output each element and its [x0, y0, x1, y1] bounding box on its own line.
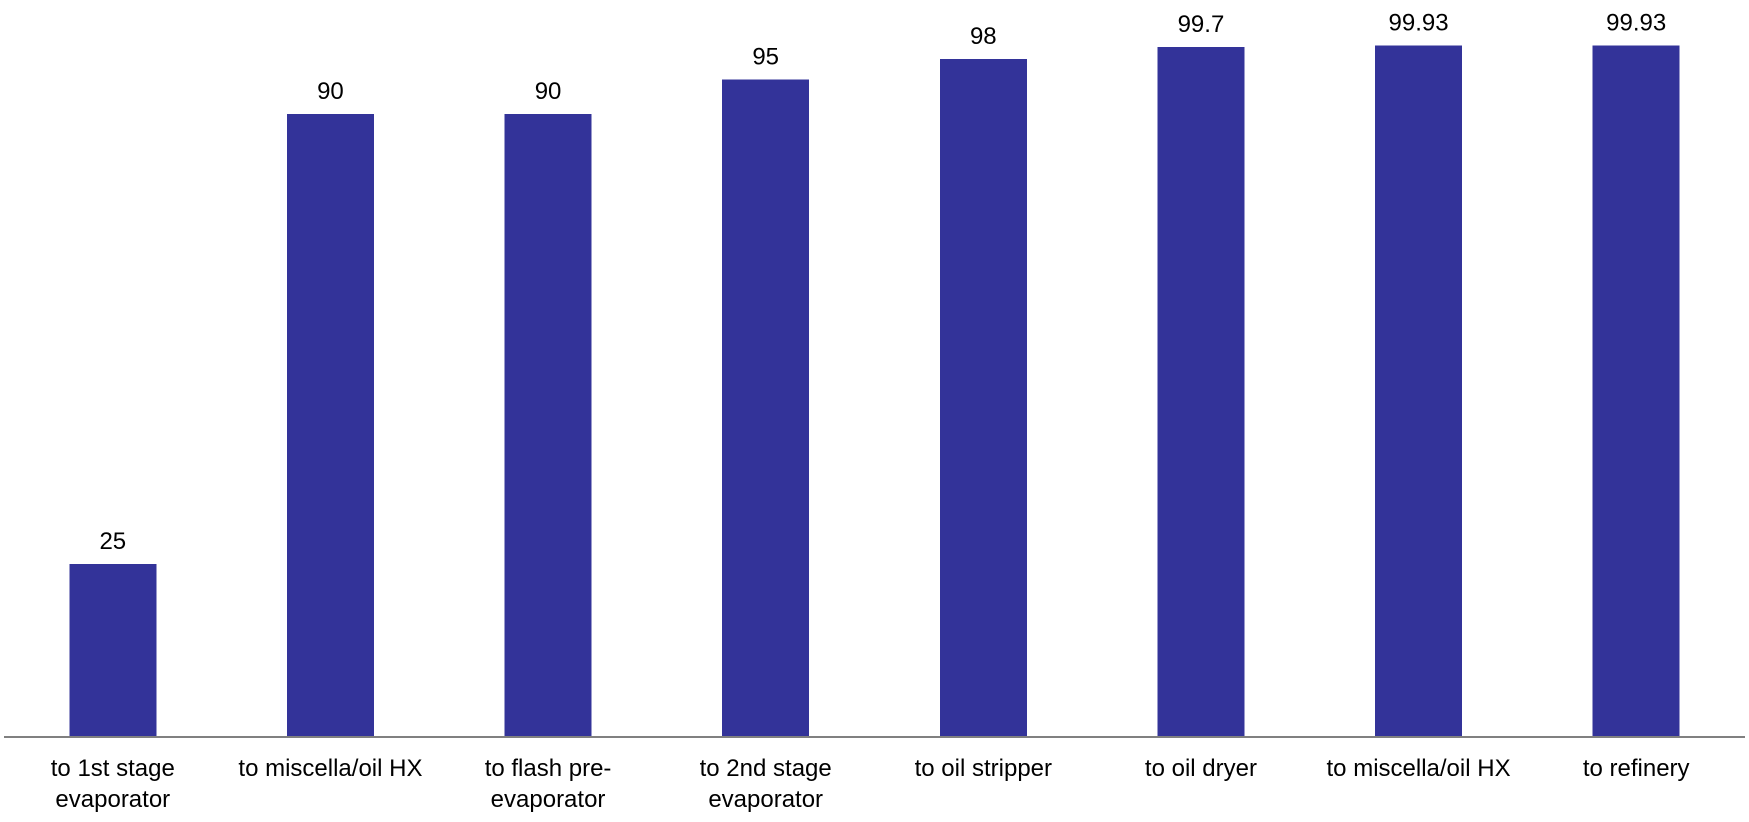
- x-tick-label-7: to miscella/oil HX: [1327, 755, 1511, 782]
- bar-7: [1375, 45, 1463, 738]
- x-tick-label-8: to refinery: [1583, 755, 1690, 782]
- bar-3: [504, 114, 592, 737]
- data-label-7: 99.93: [1389, 9, 1449, 36]
- bar-5: [939, 58, 1027, 737]
- x-tick-label-line: to oil dryer: [1145, 755, 1257, 782]
- x-tick-labels-group: to 1st stage evaporator to miscella/oil HX…: [51, 755, 1690, 813]
- x-tick-label-line: evaporator: [708, 786, 823, 813]
- x-tick-label-6: to oil dryer: [1145, 755, 1257, 782]
- x-tick-label-1: to 1st stage evaporator: [51, 755, 175, 813]
- x-tick-label-line: to flash pre-: [485, 755, 612, 782]
- bar-4: [722, 79, 810, 738]
- x-tick-label-line: to miscella/oil HX: [1327, 755, 1511, 782]
- x-tick-label-5: to oil stripper: [915, 755, 1052, 782]
- x-tick-label-3: to flash pre-evaporator: [485, 755, 612, 813]
- bar-6: [1157, 47, 1245, 737]
- x-tick-label-4: to 2nd stage evaporator: [700, 755, 832, 813]
- bar-8: [1592, 45, 1680, 738]
- x-tick-label-line: to miscella/oil HX: [238, 755, 422, 782]
- bars-group: [69, 45, 1680, 738]
- x-tick-label-line: to 1st stage: [51, 755, 175, 782]
- x-tick-label-line: evaporator: [55, 786, 170, 813]
- bar-2: [286, 114, 374, 737]
- data-label-5: 98: [970, 23, 997, 50]
- data-label-4: 95: [752, 44, 779, 71]
- x-tick-label-line: to refinery: [1583, 755, 1690, 782]
- bar-1: [69, 564, 157, 737]
- x-tick-label-line: to oil stripper: [915, 755, 1052, 782]
- data-label-6: 99.7: [1178, 11, 1225, 38]
- data-label-3: 90: [535, 78, 562, 105]
- data-label-2: 90: [317, 78, 344, 105]
- data-label-1: 25: [99, 528, 126, 555]
- x-tick-label-2: to miscella/oil HX: [238, 755, 422, 782]
- x-tick-label-line: evaporator: [491, 786, 606, 813]
- data-labels-group: 25 90 90 95 98 99.7 99.93 99.93: [99, 9, 1666, 555]
- data-label-8: 99.93: [1606, 9, 1666, 36]
- x-tick-label-line: to 2nd stage: [700, 755, 832, 782]
